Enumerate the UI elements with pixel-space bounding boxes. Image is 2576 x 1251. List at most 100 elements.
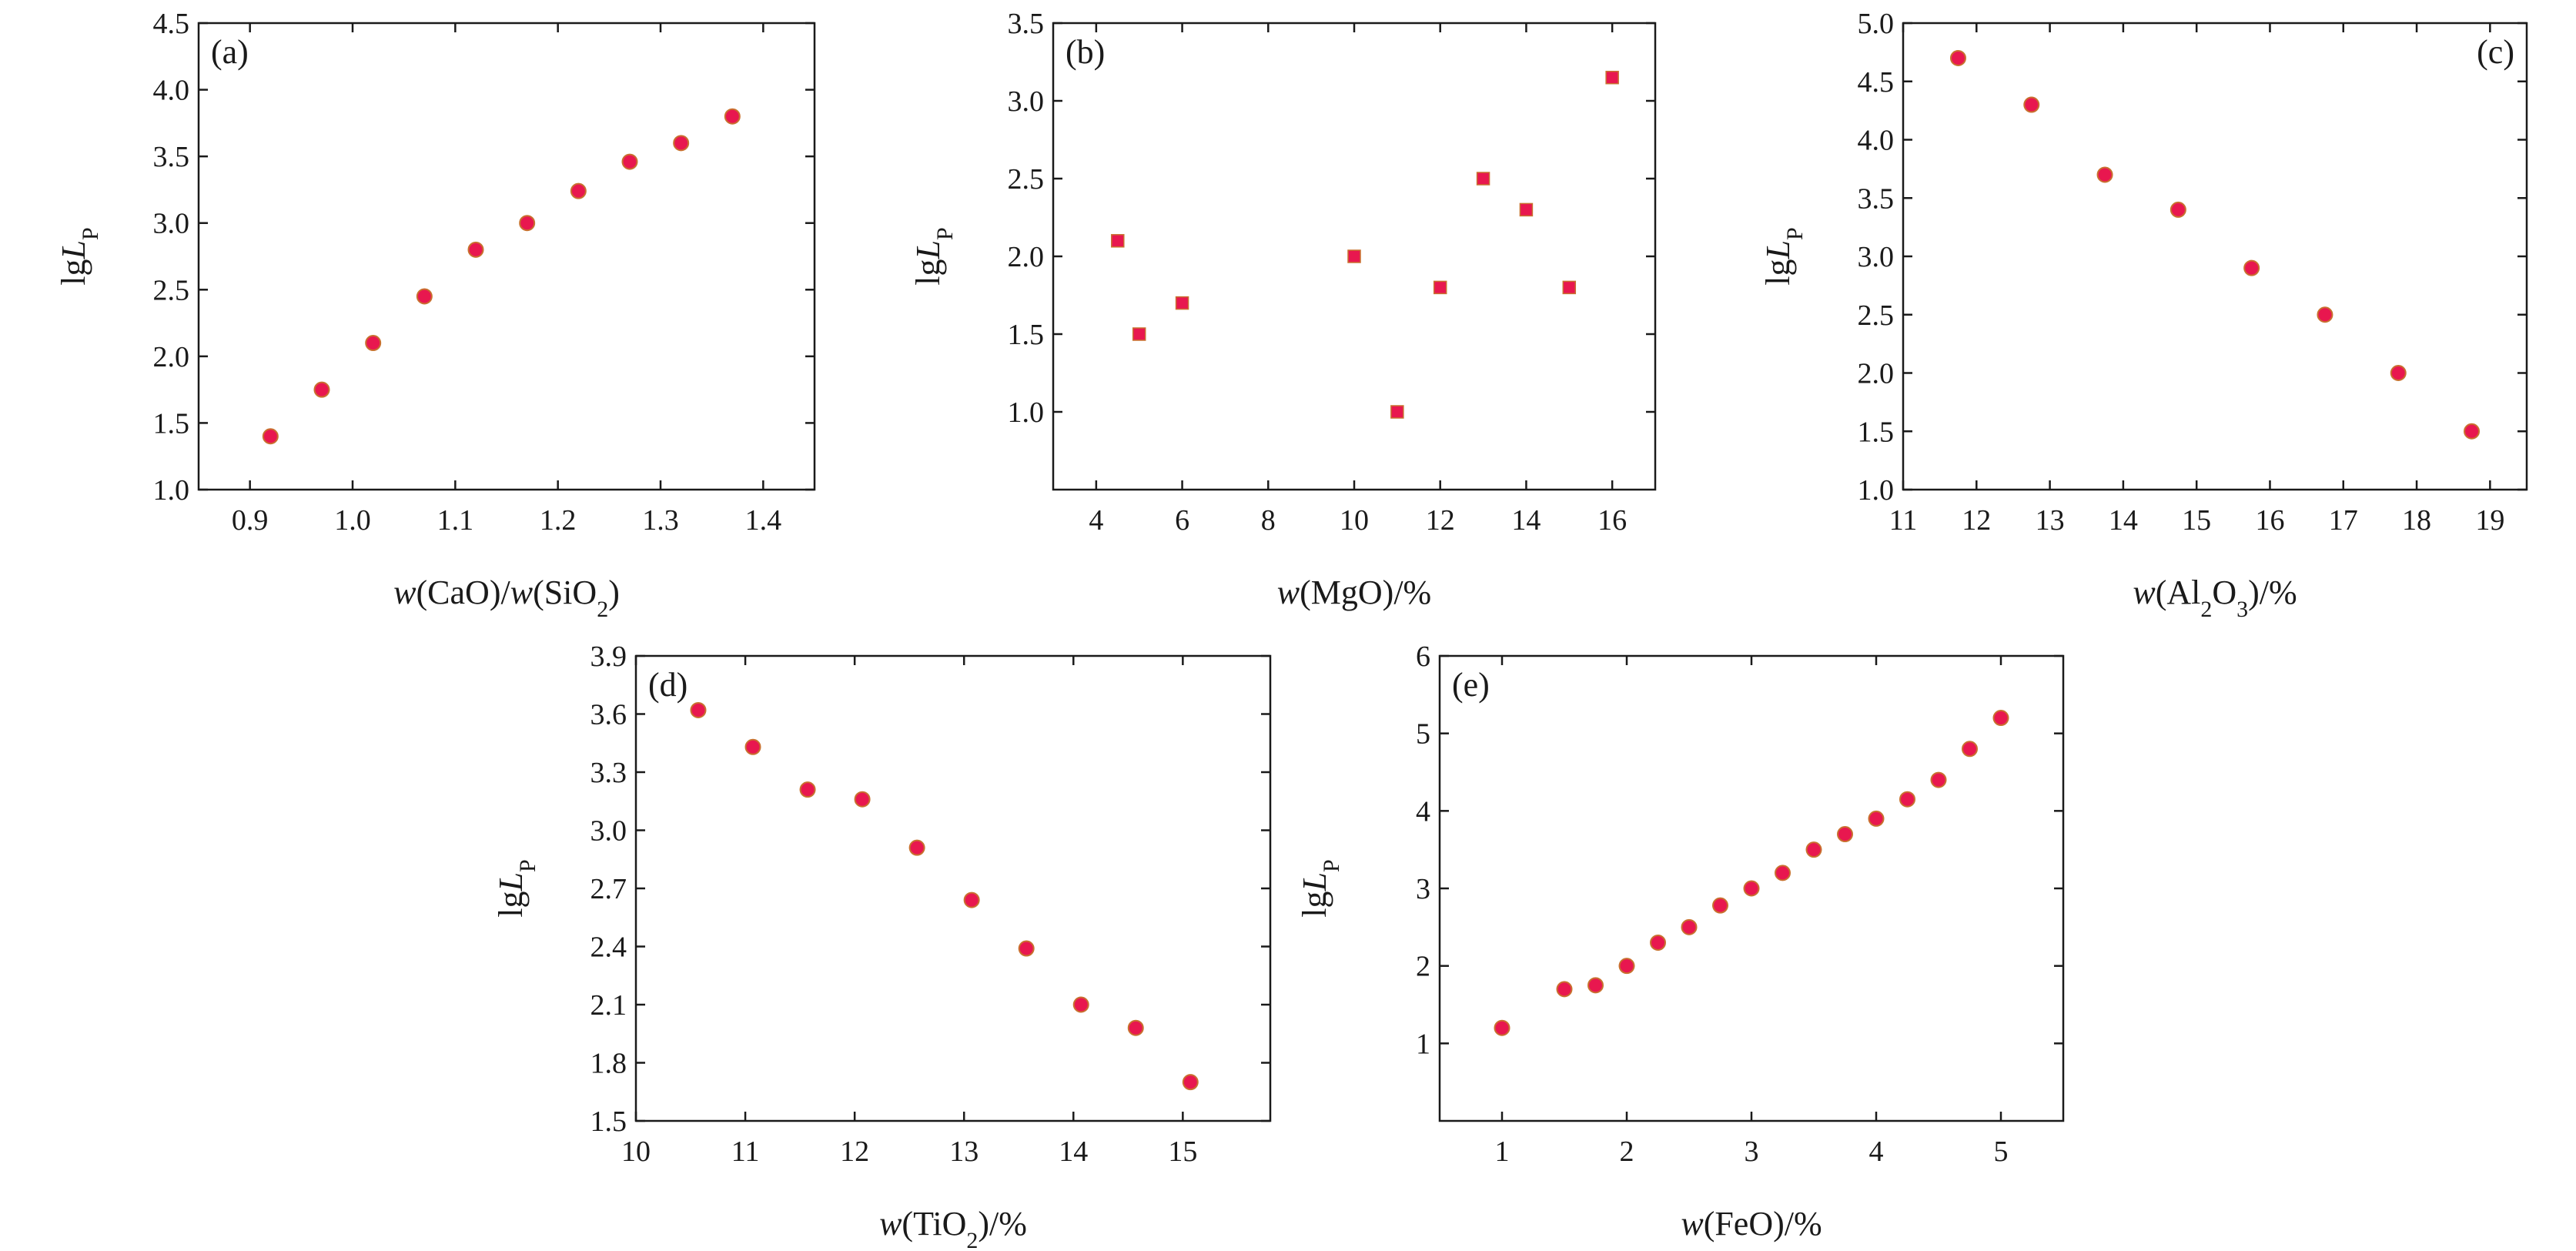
y-tick-label: 1.0 — [153, 474, 190, 507]
y-tick-label: 4.5 — [153, 8, 190, 40]
data-point — [1962, 741, 1978, 758]
y-tick-label: 2.0 — [153, 341, 190, 373]
y-axis-label-part-2: P — [932, 227, 958, 240]
x-tick-label: 11 — [1889, 504, 1918, 537]
y-tick-label: 2.0 — [1008, 241, 1045, 273]
data-point — [570, 182, 587, 199]
x-tick-label: 4 — [1869, 1136, 1884, 1168]
data-point — [1949, 49, 1966, 66]
data-point — [2464, 423, 2481, 440]
x-axis-label: w(TiO2)/% — [879, 1205, 1027, 1251]
x-tick-label: 12 — [1426, 504, 1455, 537]
x-tick-label: 16 — [2255, 504, 2284, 537]
x-tick-label: 15 — [1168, 1136, 1197, 1168]
y-tick-label: 4.0 — [153, 75, 190, 107]
y-tick-label: 1.0 — [1008, 396, 1045, 429]
y-tick-label: 2.5 — [1858, 299, 1895, 332]
x-tick-label: 13 — [949, 1136, 979, 1168]
data-point — [365, 335, 382, 352]
x-axis-label-part-3: )/% — [978, 1205, 1027, 1243]
y-axis-label-part-1: L — [492, 872, 530, 891]
x-tick-label: 4 — [1089, 504, 1103, 537]
data-point — [519, 215, 536, 232]
x-axis-label-part-0: w — [1277, 574, 1300, 611]
x-tick-label: 1.2 — [540, 504, 577, 537]
data-point — [1587, 977, 1604, 994]
data-point — [1899, 791, 1915, 808]
data-point — [621, 153, 638, 170]
y-tick-label: 3.5 — [1858, 182, 1895, 215]
x-tick-label: 10 — [621, 1136, 651, 1168]
data-point — [1182, 1074, 1199, 1091]
x-tick-label: 2 — [1620, 1136, 1634, 1168]
data-point — [1805, 841, 1822, 858]
panel-label: (b) — [1066, 33, 1105, 71]
y-tick-label: 2.4 — [590, 932, 627, 964]
data-point — [1494, 1019, 1510, 1036]
panel-label: (e) — [1452, 666, 1490, 704]
x-axis-label-part-4: 3 — [2236, 597, 2248, 622]
y-axis-label-part-0: lg — [1759, 259, 1797, 285]
data-point — [1556, 981, 1573, 998]
y-tick-label: 2.5 — [153, 274, 190, 306]
x-tick-label: 19 — [2475, 504, 2504, 537]
panel-label: (c) — [2477, 33, 2514, 71]
y-tick-label: 3.5 — [1008, 8, 1045, 40]
x-axis-label-part-0: w — [393, 574, 417, 611]
x-axis-label: w(MgO)/% — [1277, 574, 1431, 611]
x-tick-label: 11 — [731, 1136, 760, 1168]
y-axis-label-part-2: P — [515, 859, 540, 872]
x-axis-label: w(CaO)/w(SiO2) — [393, 574, 620, 622]
y-tick-label: 3.6 — [590, 699, 627, 731]
x-axis-label-part-0: w — [2133, 574, 2156, 611]
y-tick-label: 1 — [1416, 1028, 1430, 1060]
data-point — [1562, 280, 1577, 295]
x-tick-label: 1.1 — [437, 504, 474, 537]
data-point — [1775, 865, 1791, 881]
y-tick-label: 4 — [1416, 795, 1430, 828]
x-tick-label: 1.0 — [334, 504, 371, 537]
y-axis-label-part-2: P — [1319, 859, 1344, 872]
x-tick-label: 10 — [1340, 504, 1369, 537]
data-point — [1930, 771, 1947, 788]
data-point — [1712, 897, 1728, 914]
y-tick-label: 1.5 — [1008, 319, 1045, 351]
y-tick-label: 3.3 — [590, 757, 627, 789]
x-axis-label-part-3: O — [2212, 574, 2236, 611]
x-axis-label-part-4: 2 — [597, 597, 608, 622]
data-point — [1519, 202, 1534, 217]
y-tick-label: 6 — [1416, 641, 1430, 673]
x-axis-label-part-3: (SiO — [533, 574, 597, 611]
x-tick-label: 1.4 — [745, 504, 782, 537]
x-tick-label: 14 — [2109, 504, 2138, 537]
y-axis-label-part-1: L — [55, 240, 92, 259]
panel-0: 0.9 1.0 1.1 1.2 1.3 1.4 1.0 1.5 2.0 2.5 3.0 3.5 4.0 4… — [55, 8, 816, 622]
data-point — [2023, 96, 2040, 113]
x-tick-label: 17 — [2329, 504, 2358, 537]
data-point — [963, 891, 980, 908]
x-axis-label-part-1: (TiO — [902, 1205, 966, 1243]
y-axis-label: lgLP — [55, 227, 103, 285]
data-point — [854, 791, 871, 808]
data-point — [2317, 306, 2333, 323]
y-tick-label: 3 — [1416, 873, 1430, 905]
x-tick-label: 15 — [2182, 504, 2211, 537]
x-tick-label: 3 — [1745, 1136, 1759, 1168]
y-tick-label: 2 — [1416, 951, 1430, 983]
x-axis-label-part-2: 2 — [2200, 597, 2212, 622]
panel-3: 10 11 12 13 14 15 1.5 1.8 2.1 2.4 2.7 3.0 3.3 3.6 3.9 (… — [492, 641, 1272, 1251]
y-tick-label: 1.5 — [590, 1105, 627, 1138]
data-point — [690, 701, 707, 718]
data-point — [1072, 996, 1089, 1013]
data-point — [1837, 826, 1853, 843]
x-tick-label: 12 — [1962, 504, 1991, 537]
data-point — [1018, 940, 1035, 957]
data-point — [1132, 327, 1146, 341]
data-point — [724, 108, 741, 125]
y-tick-label: 2.0 — [1858, 358, 1895, 390]
panel-4: 1 2 3 4 5 1 2 3 4 5 6 (e) w(FeO)/% lgLP — [1296, 641, 2065, 1243]
y-tick-label: 3.0 — [1008, 85, 1045, 118]
y-tick-label: 1.0 — [1858, 474, 1895, 507]
data-point — [2096, 166, 2113, 183]
